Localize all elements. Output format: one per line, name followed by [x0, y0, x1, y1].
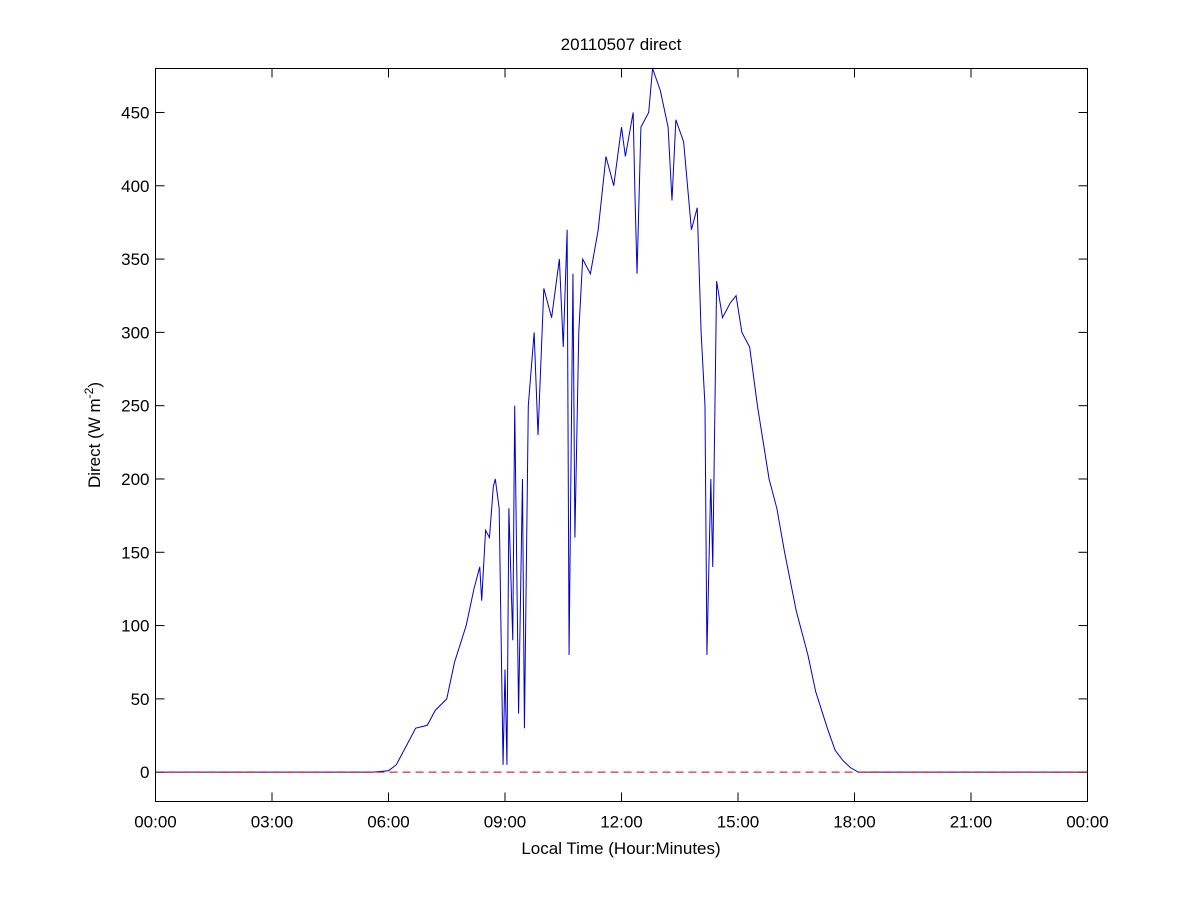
- chart-title: 20110507 direct: [561, 35, 682, 54]
- y-axis-label-text: Direct (W m: [85, 398, 104, 488]
- x-tick-label: 15:00: [717, 813, 760, 832]
- y-tick-label: 450: [121, 103, 149, 122]
- data-line: [155, 68, 1088, 773]
- y-tick-label: 100: [121, 617, 149, 636]
- x-tick-label: 06:00: [367, 813, 410, 832]
- y-axis-label-sup: -2: [82, 387, 96, 398]
- x-tick-label: 09:00: [484, 813, 527, 832]
- x-tick-label: 00:00: [1066, 813, 1109, 832]
- y-tick-label: 250: [121, 397, 149, 416]
- y-axis-label: Direct (W m-2): [82, 382, 104, 488]
- x-tick-label: 18:00: [833, 813, 876, 832]
- y-tick-label: 150: [121, 543, 149, 562]
- x-tick-label: 00:00: [134, 813, 177, 832]
- y-tick-label: 200: [121, 470, 149, 489]
- x-tick-label: 12:00: [600, 813, 643, 832]
- x-tick-label: 03:00: [251, 813, 294, 832]
- y-axis-label-suffix: ): [85, 382, 104, 388]
- y-tick-label: 400: [121, 177, 149, 196]
- y-tick-label: 0: [140, 763, 149, 782]
- y-tick-label: 300: [121, 323, 149, 342]
- x-tick-label: 21:00: [950, 813, 993, 832]
- y-tick-label: 50: [131, 690, 150, 709]
- y-tick-label: 350: [121, 250, 149, 269]
- x-axis-label: Local Time (Hour:Minutes): [521, 839, 720, 858]
